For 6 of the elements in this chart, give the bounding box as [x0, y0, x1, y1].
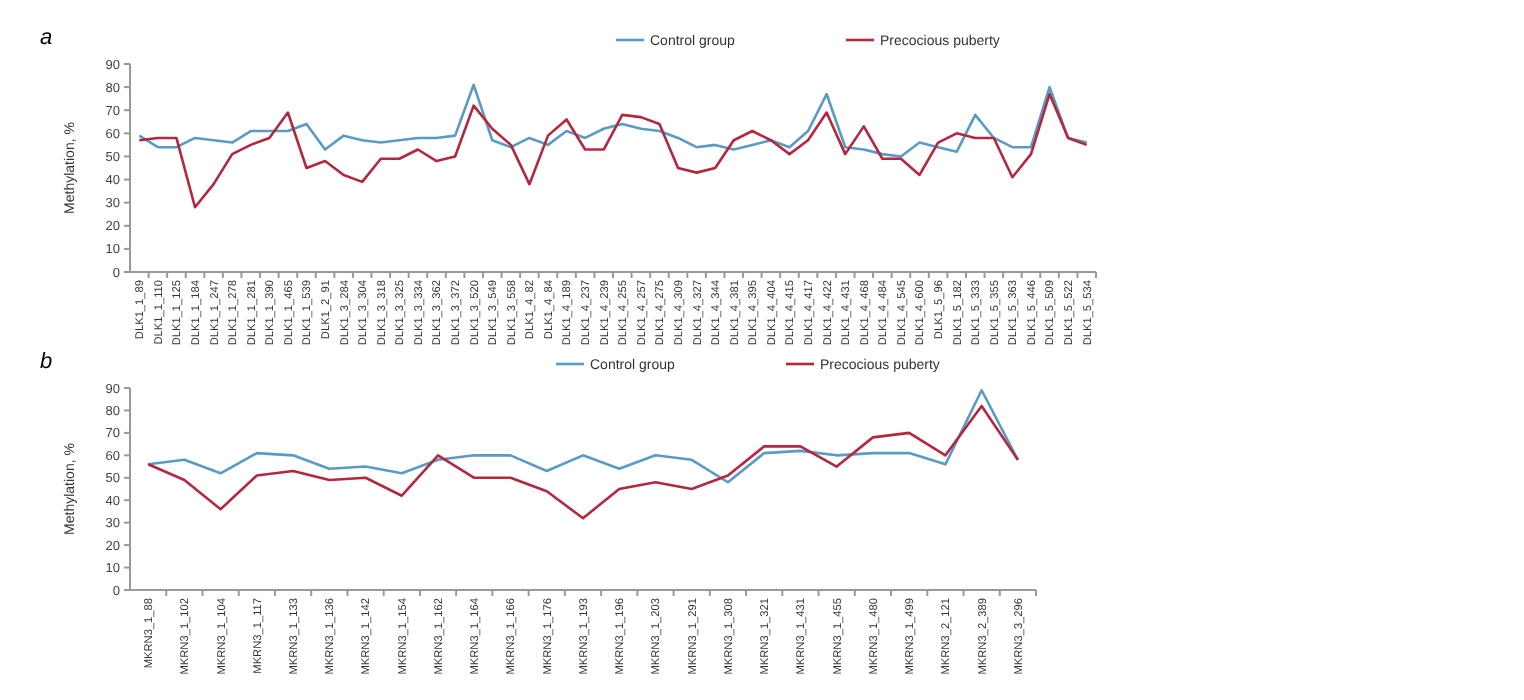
chart-title: b	[40, 350, 53, 374]
line-series	[137, 83, 1089, 158]
line-series	[146, 404, 1020, 520]
line-series	[137, 92, 1089, 209]
chart-title: a	[40, 26, 53, 50]
line-series	[146, 388, 1020, 484]
